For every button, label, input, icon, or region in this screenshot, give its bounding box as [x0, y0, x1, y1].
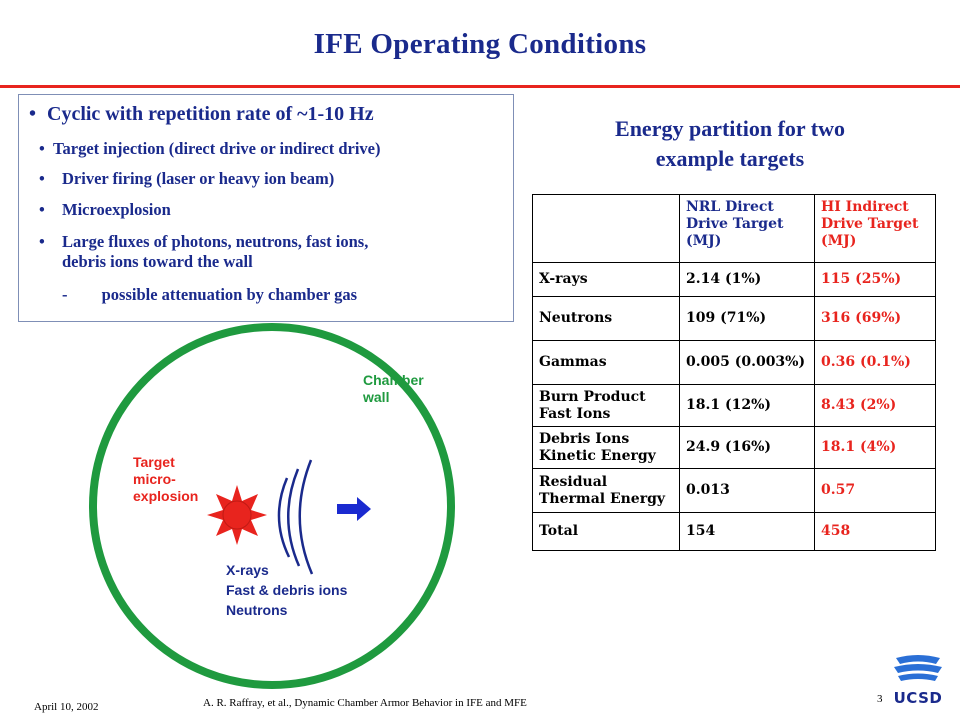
- bullet-microexplosion-text: Microexplosion: [62, 200, 171, 219]
- footer-page-number: 3: [877, 693, 883, 705]
- header-nrl-line-3: (MJ): [686, 233, 722, 249]
- chamber-wall-circle: [89, 323, 455, 689]
- emission-neutrons: Neutrons: [226, 602, 288, 618]
- table-row: Burn Product Fast Ions 18.1 (12%) 8.43 (2…: [532, 384, 936, 427]
- row-label: Residual Thermal Energy: [532, 468, 680, 513]
- wave-arc-3: [298, 459, 314, 575]
- row-label: Debris Ions Kinetic Energy: [532, 426, 680, 469]
- footer-citation: A. R. Raffray, et al., Dynamic Chamber A…: [203, 697, 527, 709]
- header-nrl-line-1: NRL Direct: [686, 199, 774, 215]
- dash-item-attenuation: - possible attenuation by chamber gas: [62, 285, 357, 305]
- row-value-nrl: 0.013: [679, 468, 815, 513]
- ucsd-logo-text: UCSD: [893, 689, 943, 707]
- header-hi-line-3: (MJ): [821, 233, 857, 249]
- row-value-nrl: 109 (71%): [679, 296, 815, 341]
- energy-heading-line-1: Energy partition for two: [615, 116, 845, 141]
- chamber-label-line-1: Chamber: [363, 372, 424, 388]
- bullet-marker: •: [39, 200, 45, 219]
- row-label: Burn Product Fast Ions: [532, 384, 680, 427]
- bullet-large-fluxes-cont: debris ions toward the wall: [62, 252, 253, 271]
- dash-marker: -: [62, 285, 68, 304]
- row-value-hi: 18.1 (4%): [814, 426, 936, 469]
- row-value-nrl: 0.005 (0.003%): [679, 340, 815, 385]
- emission-xrays: X-rays: [226, 562, 269, 578]
- bullet-driver-firing: • Driver firing (laser or heavy ion beam…: [39, 169, 334, 189]
- table-row: Total 154 458: [532, 512, 936, 551]
- bullet-target-injection-text: Target injection (direct drive or indire…: [53, 139, 381, 158]
- energy-partition-heading: Energy partition for two example targets: [560, 114, 900, 174]
- bullet-large-fluxes: • Large fluxes of photons, neutrons, fas…: [39, 232, 368, 252]
- row-value-nrl: 24.9 (16%): [679, 426, 815, 469]
- conditions-bullet-box: • Cyclic with repetition rate of ~1-10 H…: [18, 94, 514, 322]
- row-value-nrl: 2.14 (1%): [679, 262, 815, 297]
- header-nrl-line-2: Drive Target: [686, 216, 784, 232]
- ucsd-logo: UCSD: [888, 652, 948, 708]
- emissions-label: X-rays Fast & debris ions Neutrons: [226, 560, 347, 620]
- right-arrow-icon: [337, 497, 371, 521]
- table-row: Neutrons 109 (71%) 316 (69%): [532, 296, 936, 341]
- wave-arc-2: [287, 468, 301, 567]
- target-label-line-2: micro-: [133, 471, 176, 487]
- target-label-line-3: explosion: [133, 488, 199, 504]
- row-value-nrl: 18.1 (12%): [679, 384, 815, 427]
- chamber-label-line-2: wall: [363, 389, 390, 405]
- chamber-wall-label: Chamber wall: [363, 372, 424, 406]
- bullet-microexplosion: • Microexplosion: [39, 200, 171, 220]
- row-label: Total: [532, 512, 680, 551]
- bullet-cyclic-text: Cyclic with repetition rate of ~1-10 Hz: [47, 103, 374, 125]
- bullet-driver-firing-text: Driver firing (laser or heavy ion beam): [62, 169, 335, 188]
- bullet-large-fluxes-text: Large fluxes of photons, neutrons, fast …: [62, 232, 369, 251]
- wave-arc-1: [277, 477, 291, 558]
- bullet-marker: •: [39, 139, 45, 158]
- explosion-burst-icon: [207, 485, 267, 545]
- slide-title: IFE Operating Conditions: [313, 28, 647, 60]
- header-cell-empty: [532, 194, 680, 263]
- header-cell-nrl: NRL Direct Drive Target (MJ): [679, 194, 815, 263]
- bullet-marker: •: [39, 232, 45, 251]
- dash-item-text: possible attenuation by chamber gas: [101, 285, 358, 304]
- bullet-marker: •: [29, 103, 37, 125]
- energy-heading-line-2: example targets: [655, 146, 805, 171]
- target-label-line-1: Target: [133, 454, 175, 470]
- row-value-hi: 0.57: [814, 468, 936, 513]
- ucsd-logo-icon: [894, 655, 942, 681]
- header-hi-line-2: Drive Target: [821, 216, 919, 232]
- row-label: Neutrons: [532, 296, 680, 341]
- bullet-cyclic: • Cyclic with repetition rate of ~1-10 H…: [29, 103, 374, 126]
- bullet-target-injection: • Target injection (direct drive or indi…: [39, 139, 381, 159]
- bullet-marker: •: [39, 169, 45, 188]
- table-row: Residual Thermal Energy 0.013 0.57: [532, 468, 936, 513]
- table-row: Debris Ions Kinetic Energy 24.9 (16%) 18.…: [532, 426, 936, 469]
- emission-ions: Fast & debris ions: [226, 582, 348, 598]
- row-value-hi: 0.36 (0.1%): [814, 340, 936, 385]
- title-divider: [0, 85, 960, 88]
- header-hi-line-1: HI Indirect: [821, 199, 909, 215]
- row-value-nrl: 154: [679, 512, 815, 551]
- footer-date: April 10, 2002: [34, 701, 99, 713]
- energy-partition-table: NRL Direct Drive Target (MJ) HI Indirect…: [532, 194, 936, 551]
- row-value-hi: 316 (69%): [814, 296, 936, 341]
- row-value-hi: 458: [814, 512, 936, 551]
- target-microexplosion-label: Target micro- explosion: [133, 454, 198, 505]
